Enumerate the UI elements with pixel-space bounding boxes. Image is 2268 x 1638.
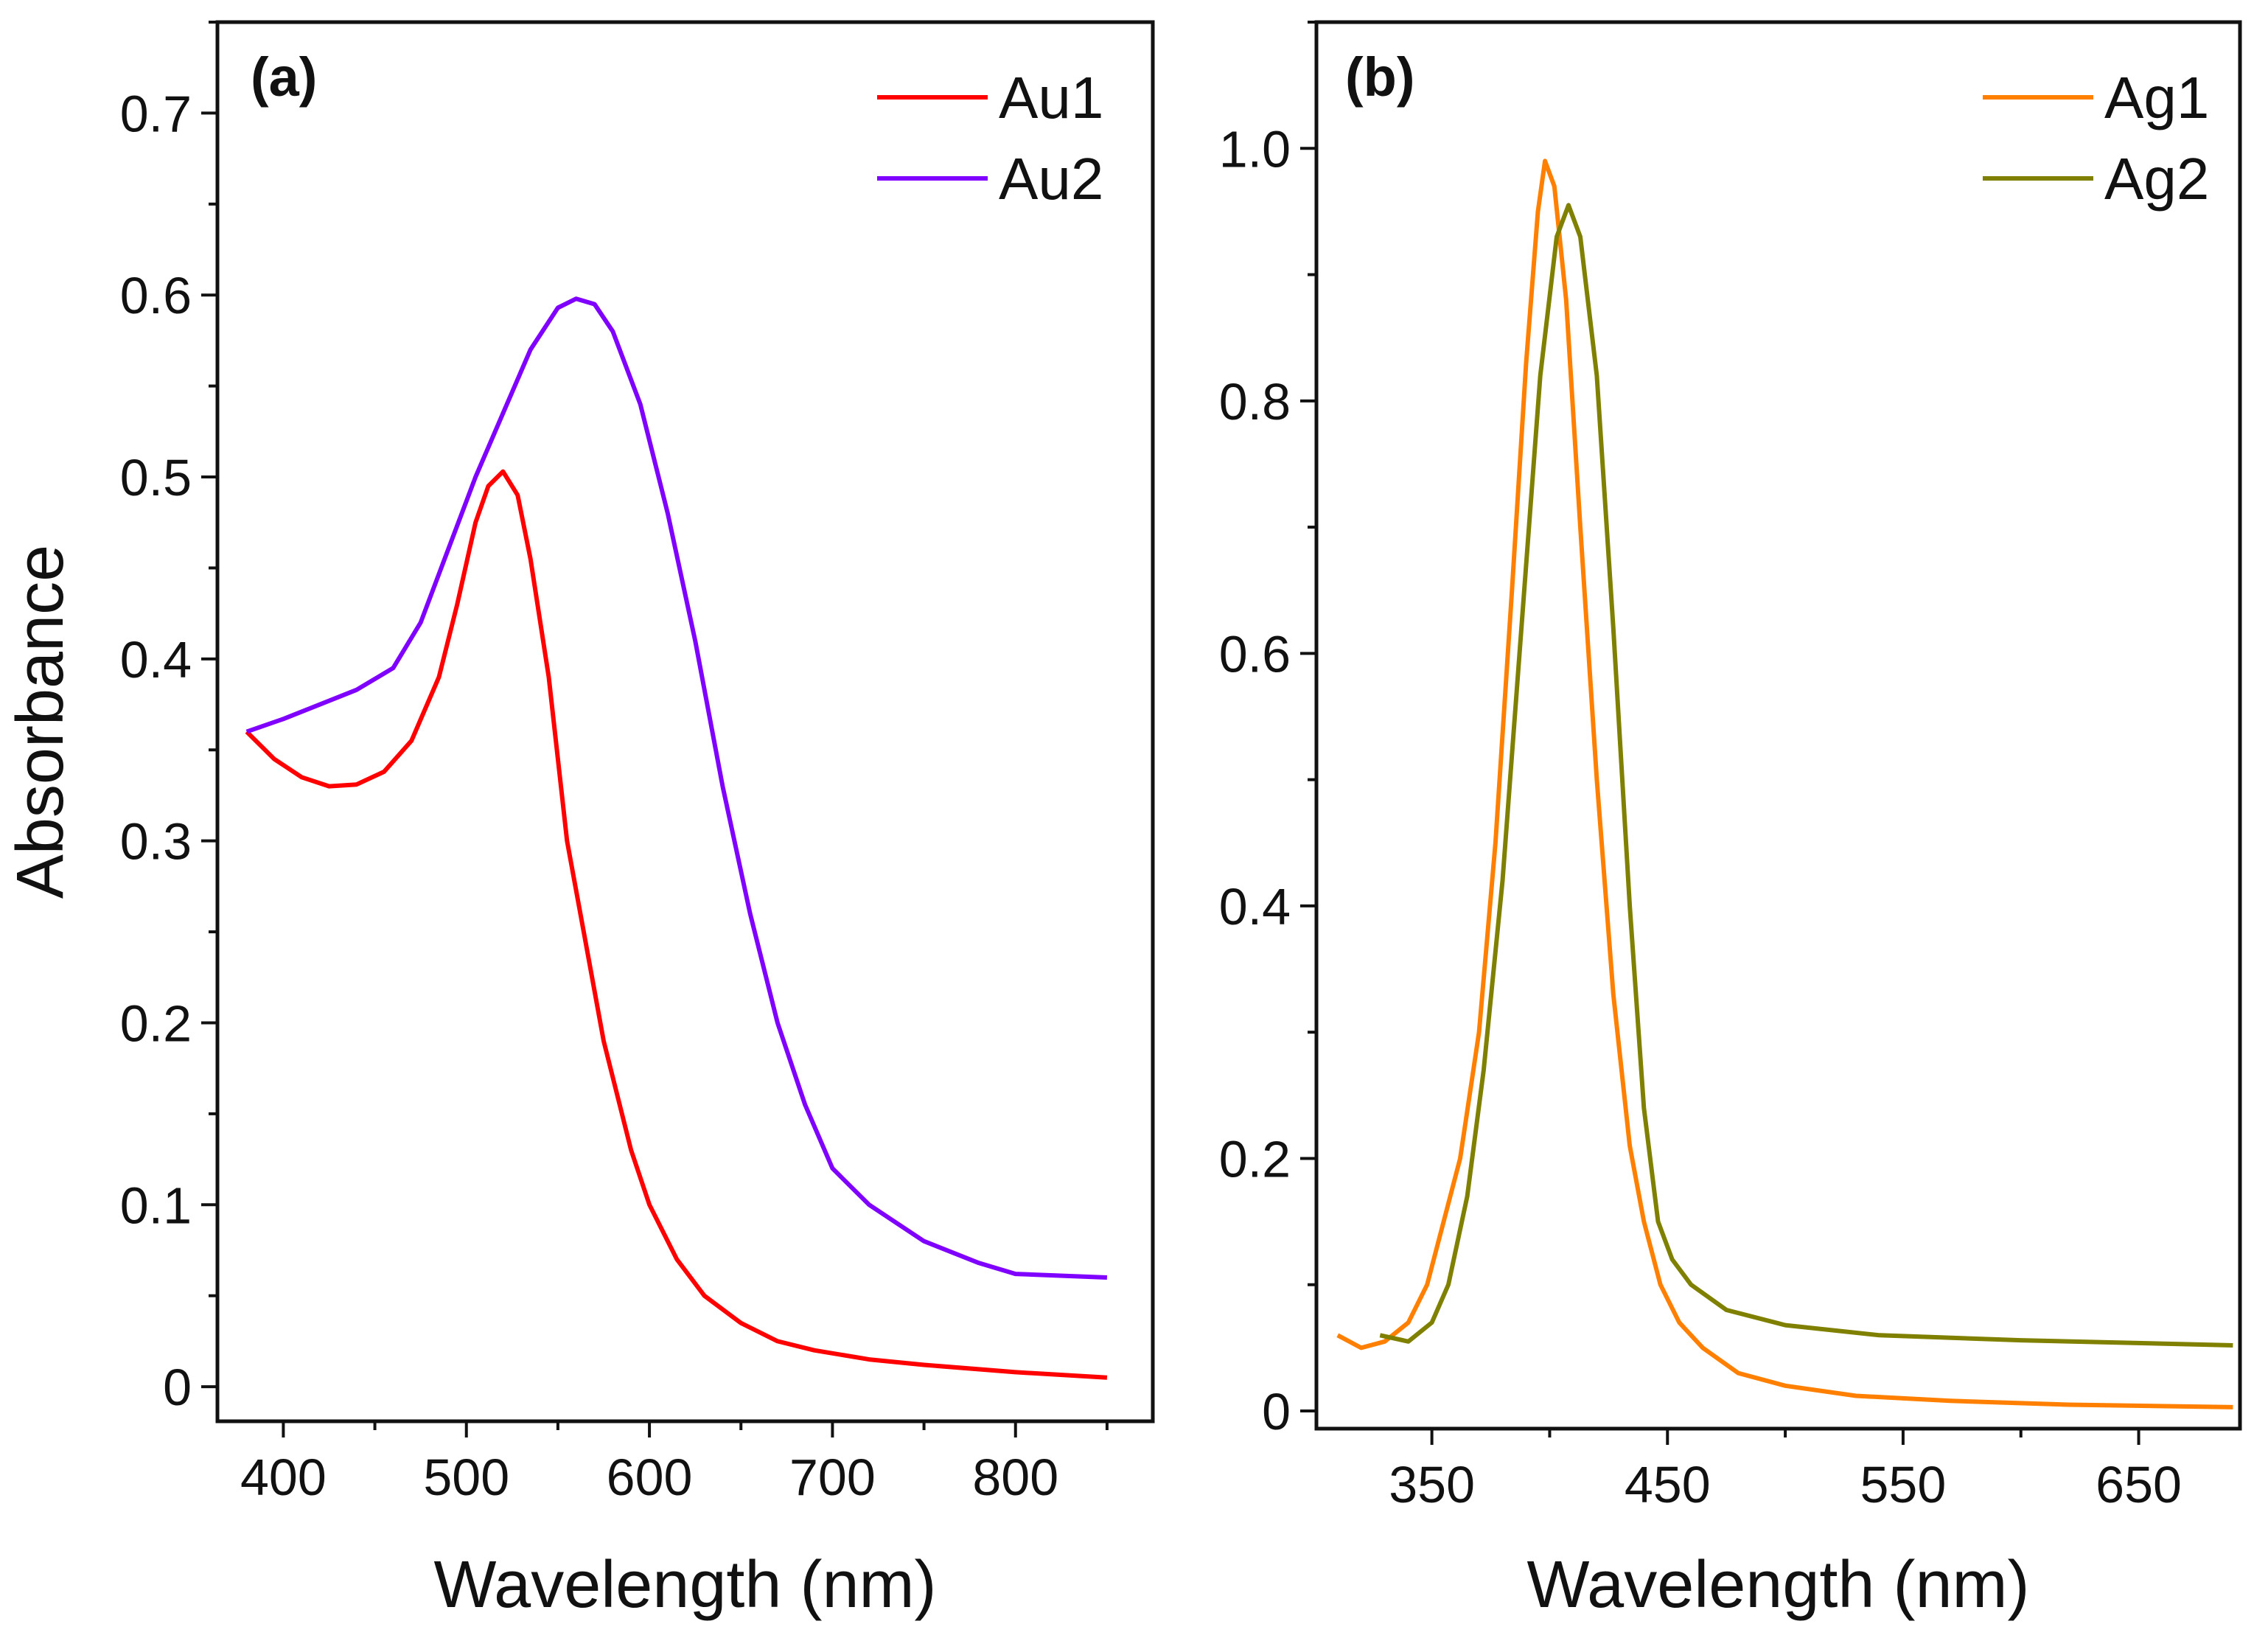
legend-label: Ag2 <box>2104 146 2209 212</box>
x-tick-label: 800 <box>972 1449 1058 1506</box>
y-tick-label: 0 <box>1262 1383 1291 1440</box>
x-tick-label: 600 <box>607 1449 693 1506</box>
y-tick-label: 0.5 <box>120 449 192 506</box>
y-tick-label: 0.7 <box>120 85 192 142</box>
panel-label: (b) <box>1345 46 1415 108</box>
y-tick-label: 0.2 <box>120 994 192 1052</box>
panel-b: 350 450 550 650 0 0.2 0.4 0.6 0.8 1.0 Wavelength (… <box>1219 20 2242 1622</box>
x-axis-title: Wavelength (nm) <box>1527 1548 2030 1622</box>
y-tick-label: 0.4 <box>1219 878 1291 935</box>
x-tick-label: 650 <box>2096 1456 2182 1513</box>
y-tick-label: 0.3 <box>120 813 192 871</box>
y-tick-label: 0.4 <box>120 631 192 689</box>
plot-frame <box>215 20 1155 1423</box>
y-tick-label: 0.2 <box>1219 1130 1291 1188</box>
y-tick-label: 0.8 <box>1219 373 1291 431</box>
x-tick-label: 500 <box>423 1449 509 1506</box>
x-tick-label: 350 <box>1389 1456 1475 1513</box>
plot-frame <box>1314 20 2242 1431</box>
panel-a: 400 500 600 700 800 0 0.1 0.2 0.3 0.4 0.5 0.6 0.7 Wav… <box>4 20 1155 1622</box>
legend-label: Ag1 <box>2104 65 2209 130</box>
y-tick-label: 1.0 <box>1219 120 1291 178</box>
series-line-au2 <box>245 296 1108 1280</box>
x-tick-label: 550 <box>1860 1456 1947 1513</box>
y-tick-label: 0.6 <box>1219 625 1291 683</box>
y-tick-label: 0 <box>163 1359 192 1416</box>
legend-label: Au2 <box>999 146 1103 212</box>
panel-label: (a) <box>251 46 317 108</box>
x-tick-label: 700 <box>789 1449 876 1506</box>
x-tick-label: 450 <box>1625 1456 1711 1513</box>
series-line-au1 <box>245 469 1108 1380</box>
y-tick-label: 0.1 <box>120 1177 192 1234</box>
x-tick-label: 400 <box>240 1449 327 1506</box>
x-axis-title: Wavelength (nm) <box>434 1548 937 1622</box>
series-line-ag2 <box>1379 203 2233 1348</box>
series-line-ag1 <box>1336 158 2233 1409</box>
legend-label: Au1 <box>999 65 1103 130</box>
y-tick-label: 0.6 <box>120 267 192 324</box>
y-axis-title: Absorbance <box>4 545 77 899</box>
